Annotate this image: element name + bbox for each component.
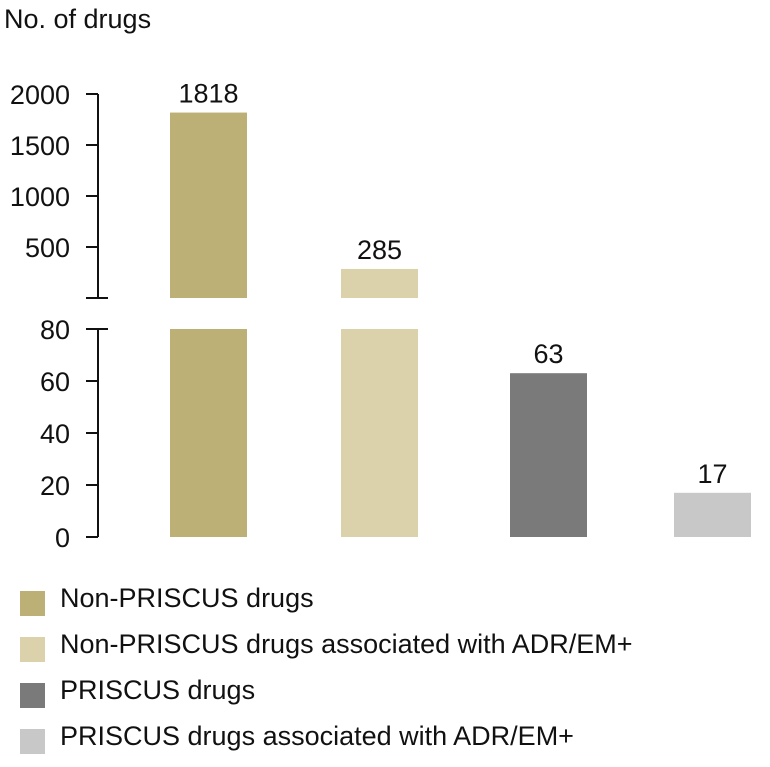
- y-tick-label: 0: [55, 523, 70, 553]
- legend-swatch: [20, 729, 45, 754]
- legend-label: Non-PRISCUS drugs: [60, 583, 314, 613]
- data-label: 1818: [178, 79, 238, 109]
- legend-swatch: [20, 591, 45, 616]
- y-tick-label: 500: [25, 233, 70, 263]
- data-label: 285: [357, 235, 402, 265]
- data-label: 17: [697, 459, 727, 489]
- legend-label: PRISCUS drugs associated with ADR/EM+: [60, 721, 574, 751]
- bar-lower-segment: [170, 329, 247, 537]
- y-tick-label: 1000: [10, 182, 70, 212]
- y-tick-label: 1500: [10, 131, 70, 161]
- legend-swatch: [20, 683, 45, 708]
- bar-lower-segment: [341, 329, 418, 537]
- bar-chart: 500 1000 1500 2000 0 20 40 60 80 1818 285 63 17: [10, 79, 751, 553]
- y-tick-label: 80: [40, 315, 70, 345]
- legend-label: PRISCUS drugs: [60, 675, 256, 705]
- bar-upper-segment: [341, 268, 418, 298]
- y-tick-label: 20: [40, 471, 70, 501]
- bar: [510, 373, 587, 537]
- data-label: 63: [533, 339, 563, 369]
- y-tick-label: 40: [40, 419, 70, 449]
- legend-label: Non-PRISCUS drugs associated with ADR/EM…: [60, 629, 633, 659]
- legend-swatch: [20, 637, 45, 662]
- y-axis-label: No. of drugs: [4, 4, 152, 34]
- y-tick-label: 60: [40, 367, 70, 397]
- bar-upper-segment: [170, 112, 247, 299]
- bar: [674, 492, 751, 537]
- y-tick-label: 2000: [10, 80, 70, 110]
